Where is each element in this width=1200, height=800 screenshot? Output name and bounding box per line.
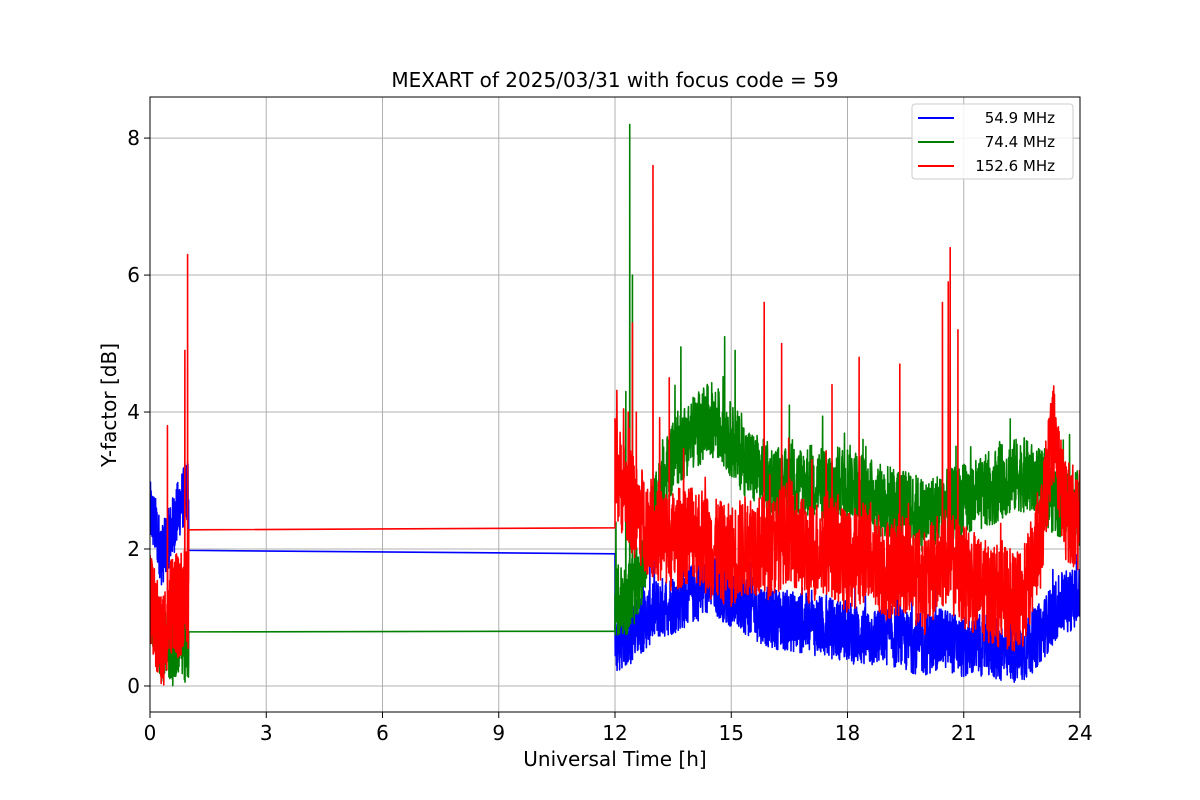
y-tick-label: 6	[127, 263, 140, 287]
x-tick-label: 15	[719, 721, 744, 745]
x-tick-label: 24	[1067, 721, 1092, 745]
chart-title: MEXART of 2025/03/31 with focus code = 5…	[391, 68, 838, 92]
x-tick-label: 9	[492, 721, 505, 745]
legend: 54.9 MHz 74.4 MHz 152.6 MHz	[911, 103, 1074, 180]
x-tick-label: 0	[144, 721, 157, 745]
plot-area	[150, 123, 1080, 687]
x-tick-label: 12	[602, 721, 627, 745]
legend-box	[911, 103, 1074, 180]
legend-items: 54.9 MHz 74.4 MHz 152.6 MHz	[918, 109, 1055, 175]
legend-label: 54.9 MHz	[985, 109, 1055, 127]
x-tick-label: 21	[951, 721, 976, 745]
series-line-1	[150, 123, 1080, 687]
y-tick-label: 4	[127, 400, 140, 424]
x-tick-label: 18	[835, 721, 860, 745]
legend-label: 152.6 MHz	[975, 157, 1055, 175]
x-tick-label: 6	[376, 721, 389, 745]
x-axis-label: Universal Time [h]	[523, 747, 706, 771]
x-tick-label: 3	[260, 721, 273, 745]
series-line-2	[150, 164, 1080, 686]
y-tick-label: 2	[127, 537, 140, 561]
y-axis-label: Y-factor [dB]	[97, 343, 121, 468]
y-tick-label: 8	[127, 126, 140, 150]
legend-label: 74.4 MHz	[985, 133, 1055, 151]
series-layer	[150, 123, 1080, 687]
y-tick-label: 0	[127, 674, 140, 698]
